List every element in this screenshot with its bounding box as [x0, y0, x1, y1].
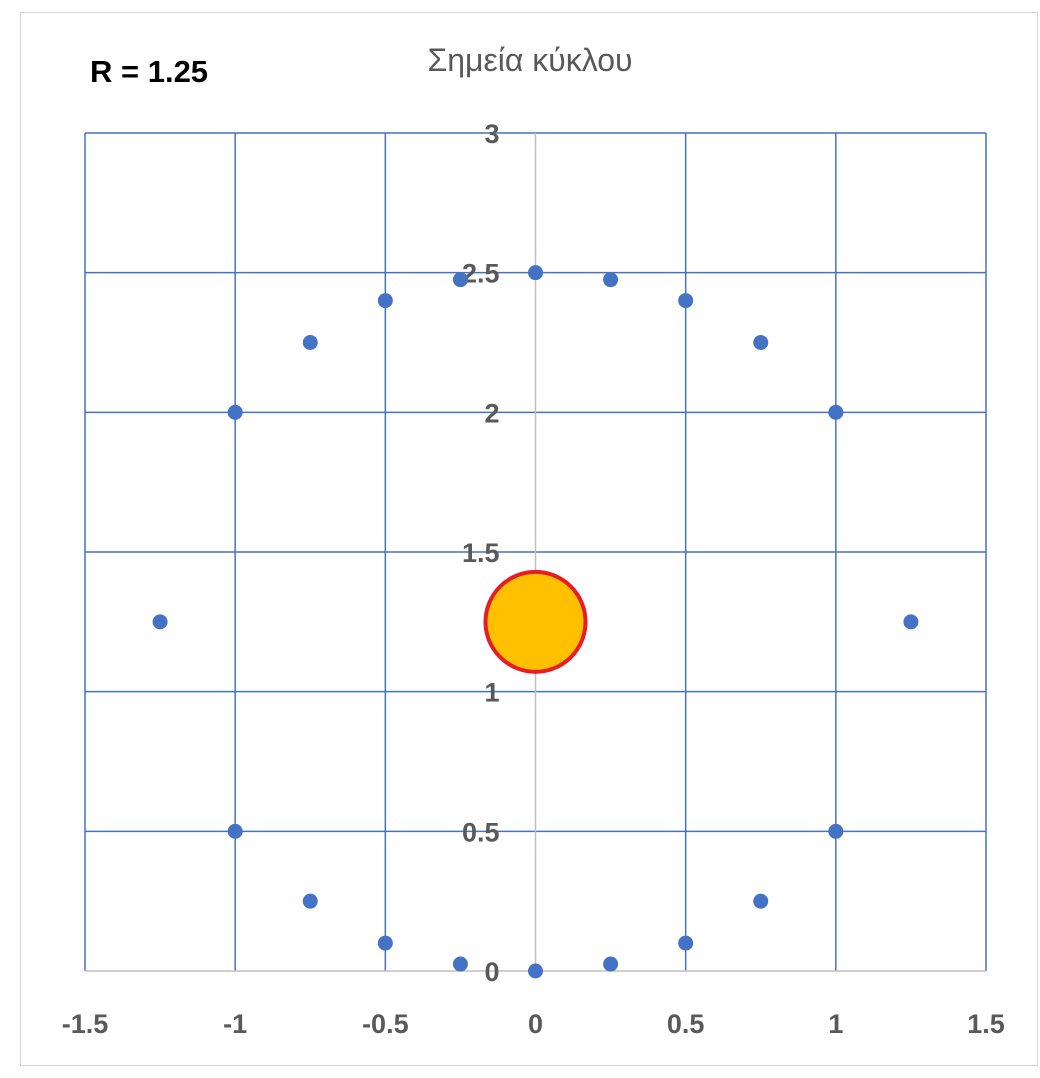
x-tick-label: 0.5 — [667, 1009, 705, 1039]
data-point — [603, 272, 618, 287]
y-tick-label: 0 — [484, 957, 499, 987]
data-point — [228, 824, 243, 839]
y-axis-ticks: 0 0.5 1 1.5 2 2.5 3 — [462, 119, 500, 987]
y-tick-label: 0.5 — [462, 817, 500, 847]
data-point — [903, 614, 918, 629]
data-point — [303, 335, 318, 350]
x-tick-label: -0.5 — [362, 1009, 409, 1039]
data-point — [378, 936, 393, 951]
data-point — [753, 894, 768, 909]
x-tick-label: 1 — [828, 1009, 843, 1039]
data-point — [678, 293, 693, 308]
data-point — [453, 957, 468, 972]
data-point — [303, 894, 318, 909]
y-tick-label: 2.5 — [462, 259, 500, 289]
x-tick-label: 1.5 — [967, 1009, 1005, 1039]
data-point — [528, 964, 543, 979]
data-point — [603, 957, 618, 972]
data-point — [453, 272, 468, 287]
data-point — [153, 614, 168, 629]
x-tick-label: -1.5 — [62, 1009, 109, 1039]
data-point — [828, 824, 843, 839]
data-point — [828, 405, 843, 420]
x-axis-ticks: -1.5 -1 -0.5 0 0.5 1 1.5 — [62, 1009, 1005, 1039]
y-tick-label: 3 — [484, 119, 499, 149]
x-tick-label: 0 — [528, 1009, 543, 1039]
y-tick-label: 1 — [484, 678, 499, 708]
y-tick-label: 1.5 — [462, 538, 500, 568]
data-point — [378, 293, 393, 308]
data-point — [528, 265, 543, 280]
center-marker — [486, 572, 586, 672]
data-point — [753, 335, 768, 350]
data-point — [678, 936, 693, 951]
data-point — [228, 405, 243, 420]
y-tick-label: 2 — [484, 398, 499, 428]
x-tick-label: -1 — [223, 1009, 247, 1039]
